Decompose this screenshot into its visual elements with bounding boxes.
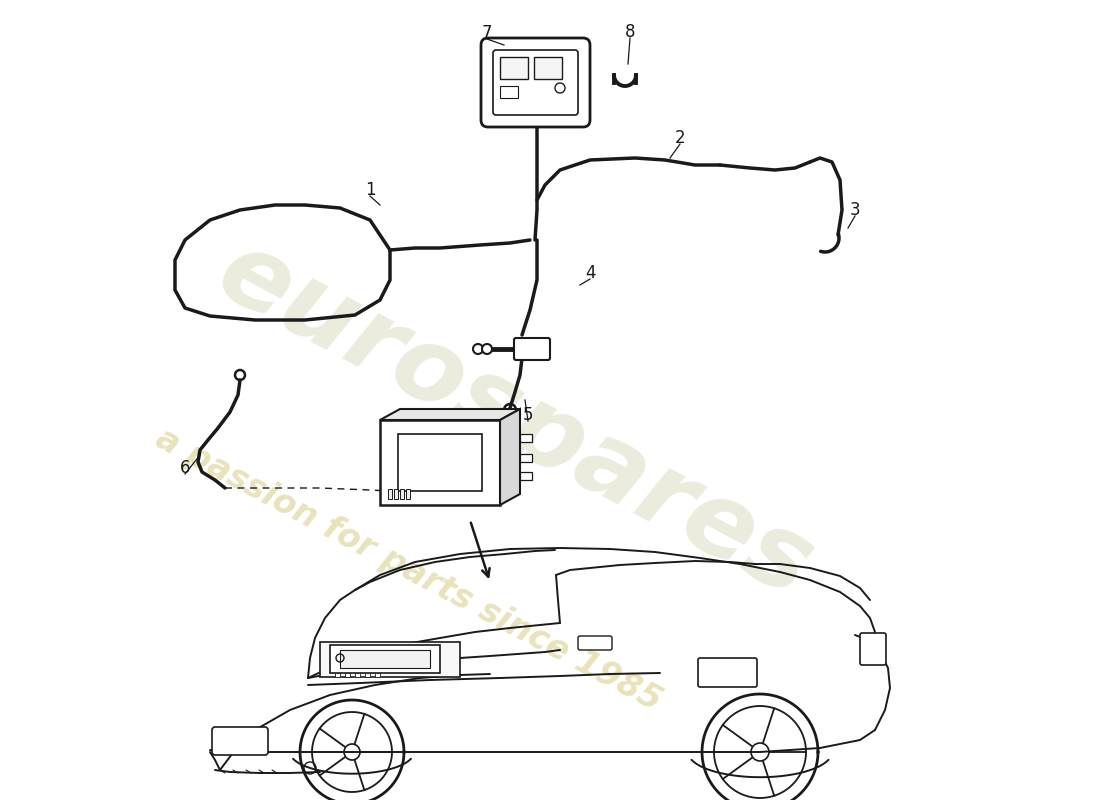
- Bar: [406, 489, 410, 499]
- Bar: [400, 489, 404, 499]
- Bar: [330, 645, 440, 673]
- Bar: [398, 434, 482, 491]
- FancyBboxPatch shape: [481, 38, 590, 127]
- Text: 1: 1: [365, 181, 375, 199]
- Bar: [520, 454, 532, 462]
- Text: 5: 5: [522, 406, 534, 424]
- Bar: [336, 673, 340, 677]
- FancyBboxPatch shape: [514, 338, 550, 360]
- Bar: [520, 472, 532, 480]
- FancyBboxPatch shape: [578, 636, 612, 650]
- Bar: [340, 650, 430, 668]
- Bar: [520, 434, 532, 442]
- Bar: [355, 673, 360, 677]
- Bar: [500, 57, 528, 79]
- Text: 6: 6: [179, 459, 190, 477]
- Bar: [388, 489, 392, 499]
- Circle shape: [482, 344, 492, 354]
- Text: 8: 8: [625, 23, 636, 41]
- Bar: [379, 420, 500, 505]
- Text: 3: 3: [849, 201, 860, 219]
- Bar: [320, 642, 460, 677]
- FancyBboxPatch shape: [212, 727, 268, 755]
- Bar: [394, 489, 398, 499]
- FancyBboxPatch shape: [860, 633, 886, 665]
- Bar: [345, 673, 350, 677]
- Polygon shape: [500, 409, 520, 505]
- Bar: [365, 673, 370, 677]
- Text: eurospares: eurospares: [200, 221, 828, 619]
- Text: a passion for parts since 1985: a passion for parts since 1985: [150, 422, 667, 718]
- FancyBboxPatch shape: [493, 50, 578, 115]
- Text: 2: 2: [674, 129, 685, 147]
- Bar: [375, 673, 379, 677]
- FancyBboxPatch shape: [698, 658, 757, 687]
- Bar: [534, 57, 562, 79]
- Circle shape: [473, 344, 483, 354]
- Polygon shape: [379, 409, 520, 420]
- Text: 4: 4: [585, 264, 595, 282]
- Bar: [500, 86, 518, 98]
- Text: 7: 7: [482, 24, 493, 42]
